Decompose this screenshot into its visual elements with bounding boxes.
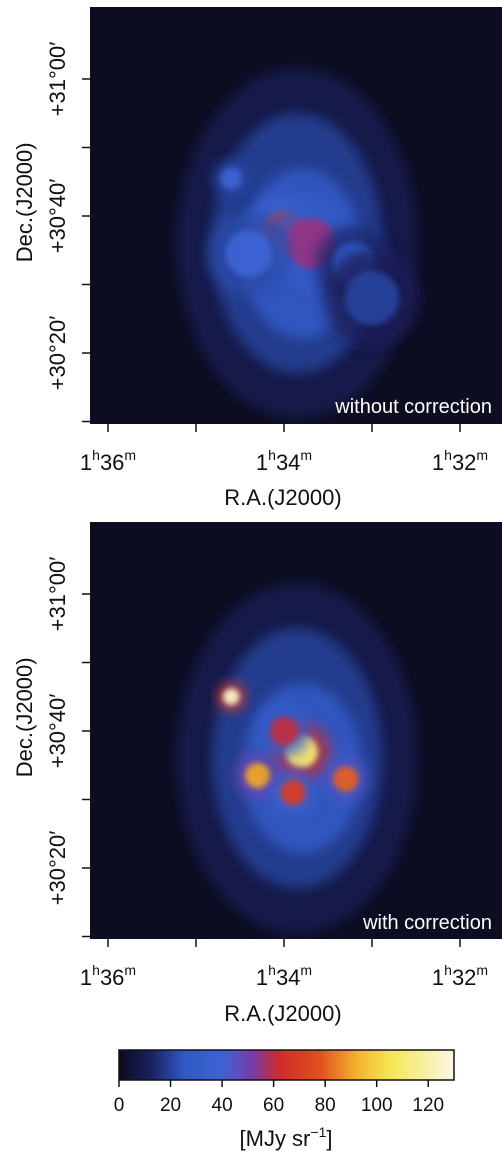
colorbar: 0 20 40 60 80 100 120 [MJy sr−1] <box>114 1049 455 1151</box>
y-tick-label: +31°00′ <box>45 557 70 632</box>
colorbar-ticks: 0 20 40 60 80 100 120 <box>114 1080 444 1116</box>
emission-source <box>280 780 306 806</box>
emission-source <box>223 688 240 705</box>
axes: 1h36m 1h34m 1h32m R.A.(J2000) +31°00′ +30°40′… <box>12 42 488 510</box>
x-tick-label: 1h32m <box>432 962 488 990</box>
colorbar-bar <box>118 1049 455 1081</box>
intensity-map <box>177 68 421 419</box>
colorbar-tick-label: 120 <box>412 1095 444 1116</box>
x-tick-label: 1h36m <box>80 447 136 475</box>
x-tick-label: 1h32m <box>432 447 488 475</box>
emission-source <box>269 716 299 746</box>
panel-with-correction: with correction 1h36m 1h34m 1h32m R.A.(J200… <box>12 522 502 1026</box>
colorbar-tick-label: 40 <box>212 1095 233 1116</box>
colorbar-tick-label: 80 <box>315 1095 336 1116</box>
y-tick-label: +31°00′ <box>45 42 70 117</box>
axes: 1h36m 1h34m 1h32m R.A.(J2000) +31°00′ +30°40′… <box>12 557 488 1026</box>
colorbar-tick-label: 20 <box>160 1095 181 1116</box>
panel-label: with correction <box>362 912 492 934</box>
y-tick-label: +30°40′ <box>45 694 70 769</box>
y-axis-title: Dec.(J2000) <box>12 657 37 777</box>
y-axis-title: Dec.(J2000) <box>12 142 37 262</box>
colorbar-unit-label: [MJy sr−1] <box>240 1124 333 1151</box>
emission-source <box>245 762 271 789</box>
emission-source <box>333 766 359 792</box>
emission-source <box>345 271 399 326</box>
panel-without-correction: without correction 1h36m 1h34m 1h32m R.A.(J… <box>12 7 502 510</box>
intensity-map <box>177 583 418 934</box>
emission-source <box>225 230 273 278</box>
x-tick-label: 1h34m <box>256 447 312 475</box>
x-axis-title: R.A.(J2000) <box>224 485 341 510</box>
x-tick-label: 1h34m <box>256 962 312 990</box>
x-axis-title: R.A.(J2000) <box>224 1001 341 1026</box>
panel-label: without correction <box>334 396 492 418</box>
y-tick-label: +30°20′ <box>45 316 70 391</box>
colorbar-tick-label: 100 <box>361 1095 393 1116</box>
y-tick-label: +30°20′ <box>45 831 70 906</box>
y-tick-label: +30°40′ <box>45 179 70 254</box>
x-tick-label: 1h36m <box>80 962 136 990</box>
emission-source <box>220 167 242 190</box>
colorbar-tick-label: 0 <box>114 1095 125 1116</box>
colorbar-tick-label: 60 <box>263 1095 284 1116</box>
